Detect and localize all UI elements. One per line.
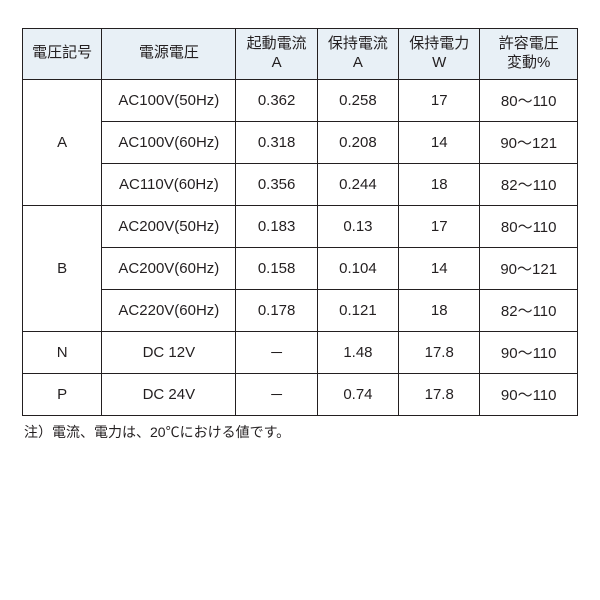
table-row: N DC 12V － 1.48 17.8 90～110 [23,331,578,373]
header-text: 電圧記号 [32,44,92,61]
cell-start-current: － [236,331,317,373]
cell-tolerance: 80～110 [480,79,578,121]
col-header-start-current: 起動電流 A [236,29,317,80]
cell-voltage: AC100V(50Hz) [102,79,236,121]
cell-hold-current: 0.13 [317,205,398,247]
cell-hold-power: 17.8 [399,331,480,373]
cell-symbol: B [23,205,102,331]
table-body: A AC100V(50Hz) 0.362 0.258 17 80～110 AC1… [23,79,578,415]
spec-table: 電圧記号 電源電圧 起動電流 A 保持電流 A 保持電力 W [22,28,578,416]
cell-symbol: P [23,373,102,415]
cell-voltage: AC110V(60Hz) [102,163,236,205]
header-row: 電圧記号 電源電圧 起動電流 A 保持電流 A 保持電力 W [23,29,578,80]
cell-hold-current: 0.258 [317,79,398,121]
table-row: A AC100V(50Hz) 0.362 0.258 17 80～110 [23,79,578,121]
col-header-hold-current: 保持電流 A [317,29,398,80]
cell-voltage: DC 24V [102,373,236,415]
header-unit: W [432,54,446,71]
cell-tolerance: 82～110 [480,289,578,331]
cell-voltage: AC200V(50Hz) [102,205,236,247]
cell-voltage: AC220V(60Hz) [102,289,236,331]
cell-voltage: DC 12V [102,331,236,373]
table-row: AC100V(60Hz) 0.318 0.208 14 90～121 [23,121,578,163]
cell-start-current: 0.356 [236,163,317,205]
footnote: 注）電流、電力は、20℃における値です。 [22,422,578,442]
header-text: 許容電圧 [499,35,559,52]
cell-start-current: 0.183 [236,205,317,247]
cell-voltage: AC200V(60Hz) [102,247,236,289]
col-header-voltage: 電源電圧 [102,29,236,80]
cell-hold-current: 1.48 [317,331,398,373]
cell-hold-power: 17.8 [399,373,480,415]
cell-hold-current: 0.208 [317,121,398,163]
cell-hold-current: 0.104 [317,247,398,289]
table-row: P DC 24V － 0.74 17.8 90～110 [23,373,578,415]
header-unit: A [353,54,363,71]
cell-hold-power: 18 [399,163,480,205]
cell-tolerance: 90～121 [480,121,578,163]
cell-hold-power: 18 [399,289,480,331]
cell-tolerance: 80～110 [480,205,578,247]
cell-start-current: 0.178 [236,289,317,331]
cell-hold-power: 17 [399,205,480,247]
cell-symbol: A [23,79,102,205]
cell-hold-current: 0.244 [317,163,398,205]
cell-hold-current: 0.121 [317,289,398,331]
cell-hold-current: 0.74 [317,373,398,415]
table-row: AC200V(60Hz) 0.158 0.104 14 90～121 [23,247,578,289]
header-text: 保持電力 [409,35,469,52]
header-unit: 変動% [507,54,550,71]
cell-hold-power: 14 [399,247,480,289]
cell-voltage: AC100V(60Hz) [102,121,236,163]
table-row: B AC200V(50Hz) 0.183 0.13 17 80～110 [23,205,578,247]
cell-hold-power: 14 [399,121,480,163]
cell-start-current: 0.362 [236,79,317,121]
cell-tolerance: 82～110 [480,163,578,205]
cell-tolerance: 90～110 [480,373,578,415]
cell-hold-power: 17 [399,79,480,121]
header-unit: A [272,54,282,71]
header-text: 保持電流 [328,35,388,52]
cell-tolerance: 90～121 [480,247,578,289]
cell-start-current: 0.158 [236,247,317,289]
col-header-hold-power: 保持電力 W [399,29,480,80]
col-header-tolerance: 許容電圧 変動% [480,29,578,80]
cell-start-current: 0.318 [236,121,317,163]
cell-symbol: N [23,331,102,373]
table-row: AC220V(60Hz) 0.178 0.121 18 82～110 [23,289,578,331]
cell-tolerance: 90～110 [480,331,578,373]
cell-start-current: － [236,373,317,415]
header-text: 起動電流 [247,35,307,52]
table-row: AC110V(60Hz) 0.356 0.244 18 82～110 [23,163,578,205]
header-text: 電源電圧 [139,44,199,61]
col-header-symbol: 電圧記号 [23,29,102,80]
